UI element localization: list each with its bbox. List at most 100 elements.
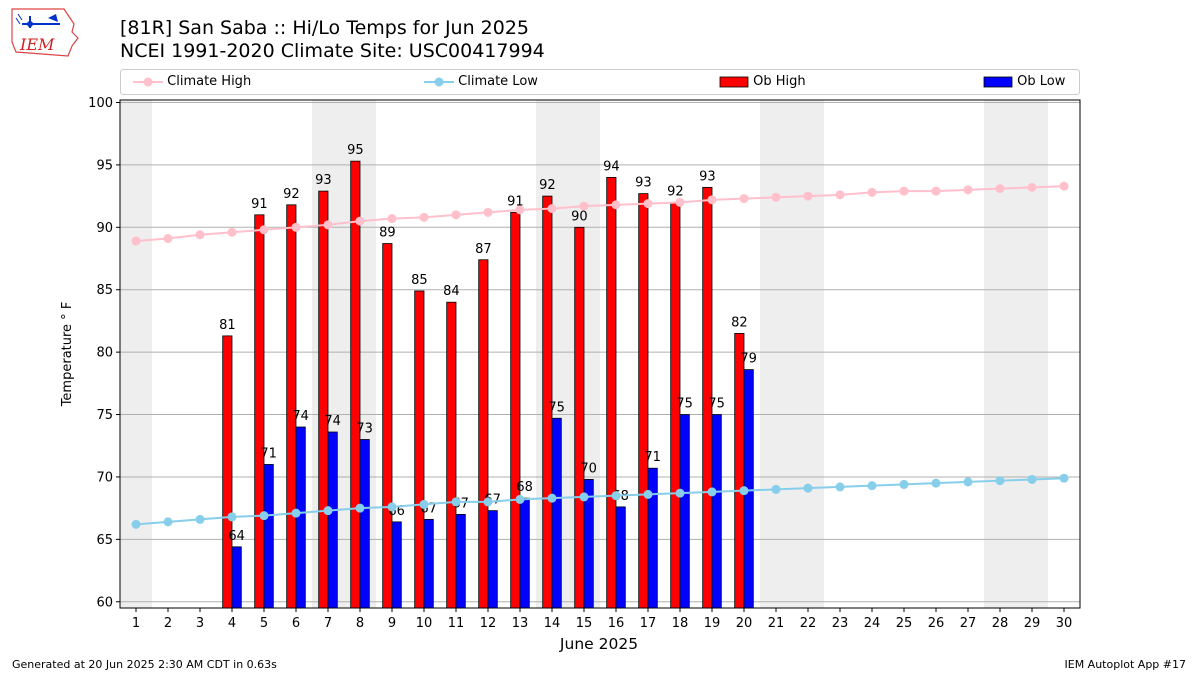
x-tick-label: 13 [512, 616, 529, 631]
ob-low-bar [263, 464, 274, 609]
climate-low-point [675, 488, 685, 498]
x-tick-label: 26 [928, 616, 945, 631]
climate-high-point [675, 197, 685, 207]
y-tick-label: 85 [96, 283, 113, 298]
ob-low-bar [711, 414, 722, 609]
footer-generated-text: Generated at 20 Jun 2025 2:30 AM CDT in … [12, 658, 277, 671]
ob-high-bar [574, 226, 585, 609]
climate-low-point [419, 499, 429, 509]
ob-high-label: 93 [699, 169, 716, 184]
climate-low-point [195, 514, 205, 524]
ob-high-label: 92 [667, 184, 684, 199]
climate-low-point [387, 502, 397, 512]
ob-high-bar [414, 290, 425, 609]
climate-high-point [867, 187, 877, 197]
ob-high-bar [350, 160, 361, 609]
ob-high-bar [382, 243, 393, 609]
y-tick-label: 60 [96, 595, 113, 610]
climate-high-point [707, 195, 717, 205]
ob-high-bar [478, 259, 489, 609]
climate-high-point [835, 190, 845, 200]
climate-low-point [867, 481, 877, 491]
climate-high-point [611, 200, 621, 210]
ob-low-bar [487, 510, 498, 609]
x-tick-label: 20 [736, 616, 753, 631]
climate-low-point [291, 508, 301, 518]
y-tick-label: 80 [96, 346, 113, 361]
x-tick-label: 8 [356, 616, 364, 631]
climate-high-point [995, 184, 1005, 194]
plot-frame [119, 99, 1081, 609]
x-tick-label: 7 [324, 616, 332, 631]
climate-low-point [1059, 473, 1069, 483]
climate-low-point [899, 479, 909, 489]
legend-label-climate-high: Climate High [167, 74, 252, 89]
ob-high-label: 92 [539, 178, 556, 193]
x-axis-label: June 2025 [559, 635, 638, 653]
x-tick-label: 11 [448, 616, 465, 631]
ob-low-bar [327, 431, 338, 609]
ob-low-label: 74 [324, 414, 341, 429]
ob-low-label: 68 [516, 480, 533, 495]
ob-high-label: 93 [635, 176, 652, 191]
climate-high-point [419, 212, 429, 222]
weekend-shade [760, 100, 792, 608]
legend: Climate High Climate Low Ob High Ob Low [120, 69, 1080, 95]
y-axis-label: Temperature ° F [60, 302, 75, 408]
ob-low-bar [359, 439, 370, 609]
ob-low-label: 79 [740, 352, 757, 367]
x-tick-label: 19 [704, 616, 721, 631]
ob-low-bar [455, 513, 466, 609]
ob-high-bar [734, 333, 745, 609]
ob-high-swatch-icon [719, 76, 749, 87]
climate-low-point [643, 489, 653, 499]
climate-high-point [259, 225, 269, 235]
weekend-shade [120, 100, 152, 608]
y-tick-label: 70 [96, 470, 113, 485]
x-tick-label: 14 [544, 616, 561, 631]
x-tick-label: 12 [480, 616, 497, 631]
climate-low-point [163, 517, 173, 527]
climate-low-point [355, 503, 365, 513]
climate-low-point [579, 492, 589, 502]
climate-low-point [227, 512, 237, 522]
climate-high-point [355, 216, 365, 226]
climate-low-point [707, 487, 717, 497]
x-tick-label: 3 [196, 616, 204, 631]
ob-high-bar [510, 211, 521, 609]
ob-low-bar [647, 467, 658, 609]
climate-low-line [135, 477, 1065, 526]
ob-high-label: 91 [251, 197, 268, 212]
y-tick-label: 65 [96, 533, 113, 548]
ob-low-bar [615, 506, 626, 609]
climate-low-point [131, 519, 141, 529]
climate-low-point [547, 493, 557, 503]
ob-low-bar [551, 417, 562, 609]
ob-high-label: 95 [347, 143, 364, 158]
legend-item-ob-high: Ob High [719, 74, 806, 89]
weekend-shade [984, 100, 1016, 608]
climate-high-point [163, 234, 173, 244]
climate-high-point [451, 210, 461, 220]
x-tick-label: 15 [576, 616, 593, 631]
ob-low-label: 75 [548, 400, 565, 415]
climate-low-point [771, 484, 781, 494]
ob-low-bar [231, 546, 242, 609]
climate-high-point [771, 192, 781, 202]
ob-high-label: 82 [731, 315, 748, 330]
y-tick-label: 100 [88, 96, 113, 111]
climate-high-swatch-icon [133, 77, 163, 86]
climate-high-point [899, 186, 909, 196]
footer-app-text: IEM Autoplot App #17 [1064, 658, 1187, 671]
chart-title-line-1: [81R] San Saba :: Hi/Lo Temps for Jun 20… [120, 17, 530, 39]
x-tick-label: 21 [768, 616, 785, 631]
climate-high-point [803, 191, 813, 201]
x-tick-label: 17 [640, 616, 657, 631]
ob-low-swatch-icon [983, 76, 1013, 87]
ob-high-bar [222, 335, 233, 609]
x-tick-label: 22 [800, 616, 817, 631]
ob-low-bar [519, 497, 530, 609]
ob-high-label: 87 [475, 242, 492, 257]
ob-low-bar [423, 518, 434, 609]
ob-high-bar [286, 204, 297, 609]
